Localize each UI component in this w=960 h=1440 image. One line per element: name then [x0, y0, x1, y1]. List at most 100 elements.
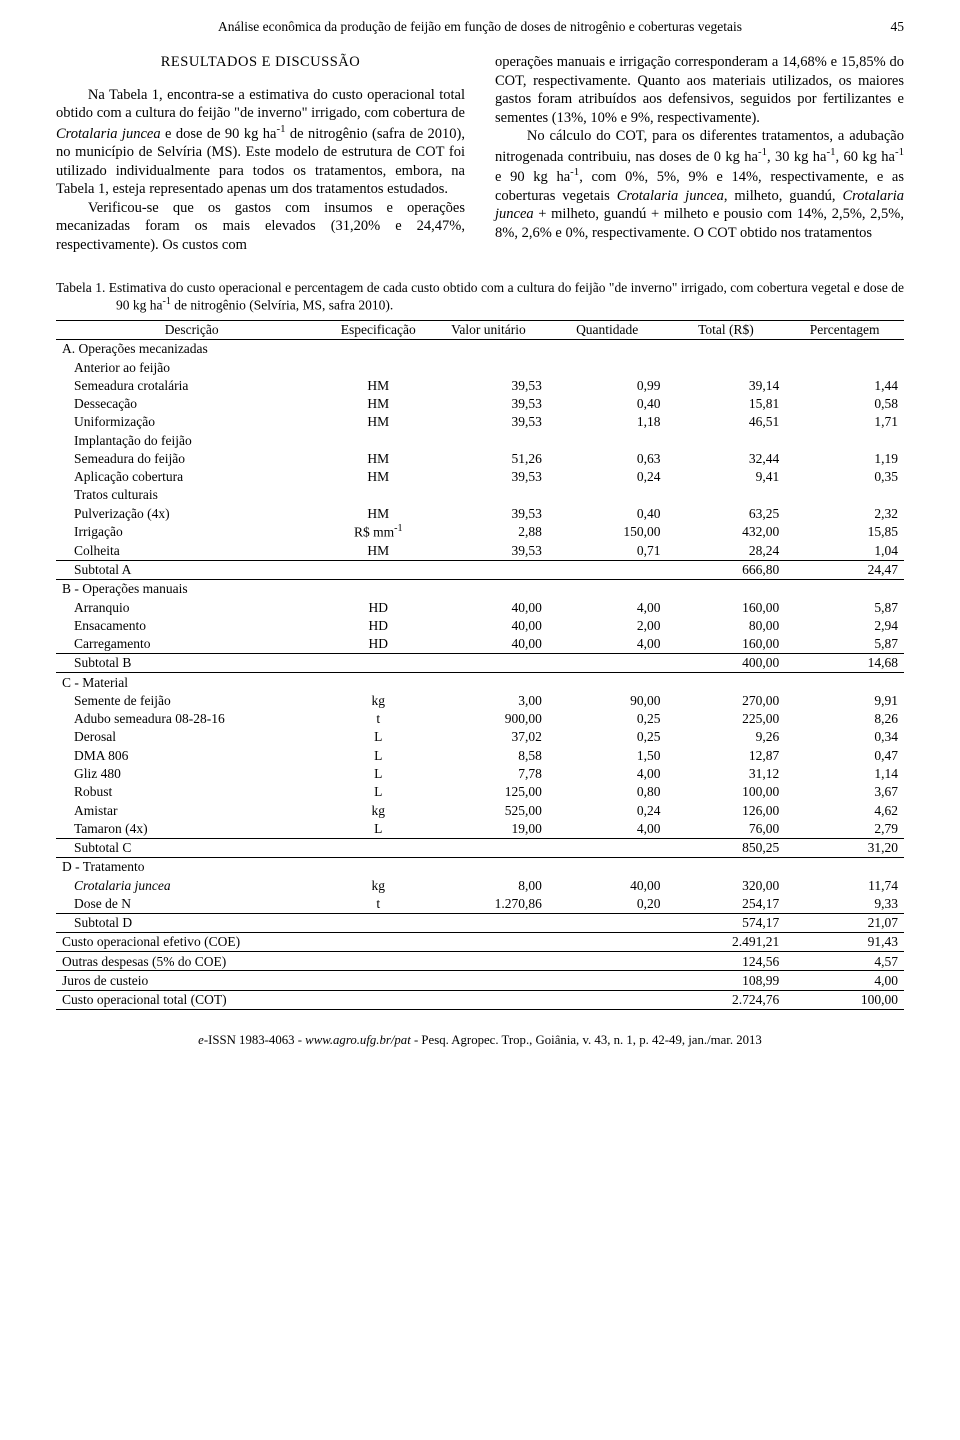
superscript: -1 — [163, 296, 171, 307]
superscript: -1 — [276, 123, 285, 135]
cell: 15,81 — [667, 395, 786, 413]
cell: 160,00 — [667, 598, 786, 616]
footer-text: e- — [198, 1033, 208, 1047]
cell: 0,80 — [548, 783, 667, 801]
cell: Crotalaria juncea — [56, 876, 327, 894]
cell: 100,00 — [785, 990, 904, 1009]
section-title-cell: C - Material — [56, 673, 904, 692]
cell: 8,58 — [429, 746, 548, 764]
cell: Subtotal A — [56, 560, 327, 579]
cell: 100,00 — [667, 783, 786, 801]
cell: 1,44 — [785, 376, 904, 394]
section-heading: RESULTADOS E DISCUSSÃO — [56, 53, 465, 72]
col-especificacao: Especificação — [327, 320, 429, 339]
table-row: DerosalL37,020,259,260,34 — [56, 728, 904, 746]
cell: 39,53 — [429, 376, 548, 394]
paragraph: operações manuais e irrigação correspond… — [495, 53, 904, 127]
text: + milheto, guandú + milheto e pousio com… — [495, 206, 904, 241]
cell: Subtotal B — [56, 653, 327, 672]
cell: 80,00 — [667, 616, 786, 634]
superscript: -1 — [826, 146, 835, 158]
page-footer: e-ISSN 1983-4063 - www.agro.ufg.br/pat -… — [56, 1032, 904, 1048]
cell: Derosal — [56, 728, 327, 746]
cell: 39,53 — [429, 541, 548, 560]
cell: 225,00 — [667, 710, 786, 728]
cell: 40,00 — [548, 876, 667, 894]
cell: 900,00 — [429, 710, 548, 728]
cell: 574,17 — [667, 913, 786, 932]
cell: 0,25 — [548, 710, 667, 728]
cell: 4,00 — [548, 635, 667, 654]
cell: 0,35 — [785, 468, 904, 486]
cell: 40,00 — [429, 598, 548, 616]
table-row: Adubo semeadura 08-28-16t900,000,25225,0… — [56, 710, 904, 728]
paragraph: Na Tabela 1, encontra-se a estimativa do… — [56, 86, 465, 199]
cell: 320,00 — [667, 876, 786, 894]
col-descricao: Descrição — [56, 320, 327, 339]
cell: 0,25 — [548, 728, 667, 746]
cell: 2,79 — [785, 819, 904, 838]
cell: 9,41 — [667, 468, 786, 486]
cell: 31,20 — [785, 838, 904, 857]
table-row: Tamaron (4x)L19,004,0076,002,79 — [56, 819, 904, 838]
cell: L — [327, 728, 429, 746]
table-row: Pulverização (4x)HM39,530,4063,252,32 — [56, 504, 904, 522]
cell: 2,00 — [548, 616, 667, 634]
cell: 9,33 — [785, 894, 904, 913]
superscript: -1 — [758, 146, 767, 158]
cell: Custo operacional total (COT) — [56, 990, 327, 1009]
cell: 4,00 — [548, 598, 667, 616]
table-row: CarregamentoHD40,004,00160,005,87 — [56, 635, 904, 654]
subtotal-row: Subtotal B400,0014,68 — [56, 653, 904, 672]
cell: 39,14 — [667, 376, 786, 394]
cell: 19,00 — [429, 819, 548, 838]
cell: Colheita — [56, 541, 327, 560]
footer-url: www.agro.ufg.br/pat — [305, 1033, 411, 1047]
text: , 60 kg ha — [836, 149, 895, 165]
cell: 0,40 — [548, 395, 667, 413]
cell: kg — [327, 876, 429, 894]
table-row: Anterior ao feijão — [56, 358, 904, 376]
cell: 51,26 — [429, 449, 548, 467]
left-column: RESULTADOS E DISCUSSÃO Na Tabela 1, enco… — [56, 53, 465, 254]
cell: 8,00 — [429, 876, 548, 894]
section-title-cell: A. Operações mecanizadas — [56, 339, 904, 358]
table-row: EnsacamentoHD40,002,0080,002,94 — [56, 616, 904, 634]
col-percentagem: Percentagem — [785, 320, 904, 339]
table-row: B - Operações manuais — [56, 579, 904, 598]
cell: 28,24 — [667, 541, 786, 560]
col-valor-unitario: Valor unitário — [429, 320, 548, 339]
cell: 39,53 — [429, 395, 548, 413]
cell: 126,00 — [667, 801, 786, 819]
species-name: Crotalaria juncea — [56, 126, 161, 142]
cell: 2,94 — [785, 616, 904, 634]
cell: Amistar — [56, 801, 327, 819]
cell: Robust — [56, 783, 327, 801]
two-column-body: RESULTADOS E DISCUSSÃO Na Tabela 1, enco… — [56, 53, 904, 254]
cell: HM — [327, 504, 429, 522]
cell: 4,00 — [785, 971, 904, 990]
cell: 0,20 — [548, 894, 667, 913]
cell: HM — [327, 395, 429, 413]
cell: HM — [327, 376, 429, 394]
cell: 270,00 — [667, 691, 786, 709]
cell: 160,00 — [667, 635, 786, 654]
cell: 2.724,76 — [667, 990, 786, 1009]
cell: Arranquio — [56, 598, 327, 616]
subsection-cell: Tratos culturais — [56, 486, 904, 504]
table-row: Implantação do feijão — [56, 431, 904, 449]
cell: 150,00 — [548, 523, 667, 542]
footer-text: - Pesq. Agropec. Trop., Goiânia, v. 43, … — [411, 1033, 762, 1047]
cell: 63,25 — [667, 504, 786, 522]
cell: 9,91 — [785, 691, 904, 709]
cell: 39,53 — [429, 413, 548, 431]
subtotal-row: Subtotal D574,1721,07 — [56, 913, 904, 932]
cell: 108,99 — [667, 971, 786, 990]
summary-row: Juros de custeio108,994,00 — [56, 971, 904, 990]
cell: 76,00 — [667, 819, 786, 838]
cell: Custo operacional efetivo (COE) — [56, 932, 327, 951]
table-row: D - Tratamento — [56, 857, 904, 876]
cell: 15,85 — [785, 523, 904, 542]
table-row: DessecaçãoHM39,530,4015,810,58 — [56, 395, 904, 413]
cell: L — [327, 746, 429, 764]
